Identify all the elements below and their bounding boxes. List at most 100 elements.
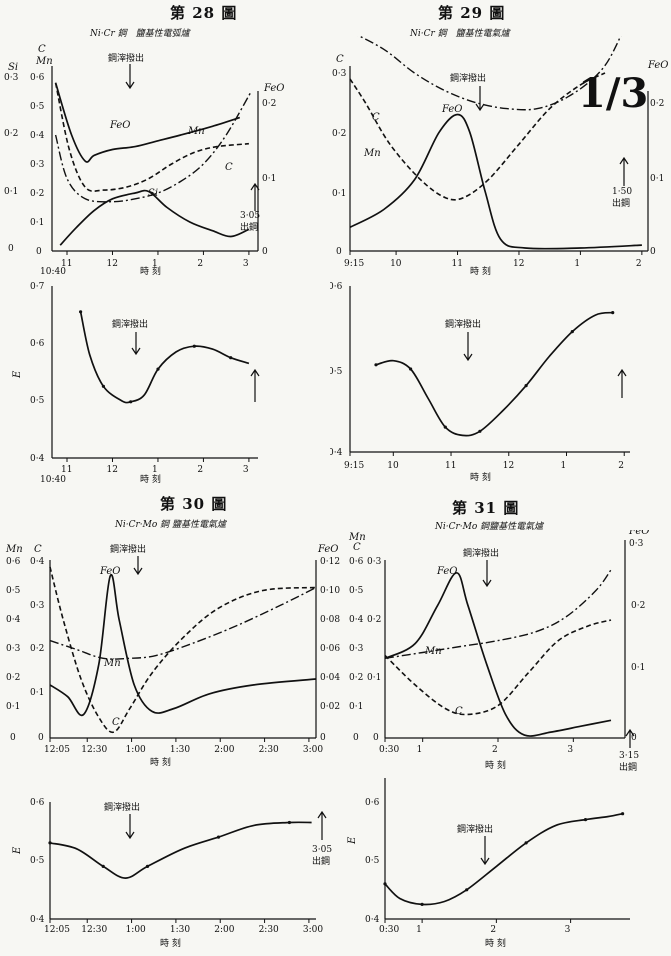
f31-feo-axis: FeO 0·3 0·2 0·1 0 (628, 526, 650, 743)
svg-text:0·4: 0·4 (30, 454, 45, 464)
data-point (420, 902, 424, 906)
svg-text:0·3: 0·3 (6, 644, 21, 654)
series-line-feo (49, 573, 317, 717)
svg-text:0·1: 0·1 (367, 673, 381, 683)
svg-text:0·12: 0·12 (320, 557, 340, 567)
figure-31-bottom-chart: 0·6 0·5 0·4 E 0:30 1 2 3 時 刻 鋼滓撥出 (347, 778, 630, 949)
data-point (383, 882, 387, 886)
x-tick-label: 2 (197, 259, 203, 269)
x-tick-label: 12 (503, 461, 514, 471)
svg-text:0·1: 0·1 (30, 688, 44, 698)
f28-tap-label-2: 出鋼 (240, 221, 258, 233)
f28b-series (79, 310, 250, 404)
f30-label-c: C (112, 717, 120, 728)
svg-text:C: C (34, 544, 42, 555)
series-line-c (349, 72, 606, 201)
f31b-series (383, 812, 625, 906)
svg-text:0·5: 0·5 (30, 396, 45, 406)
data-point (478, 429, 482, 433)
data-point (192, 344, 196, 348)
f29-slag-label: 鋼滓撥出 (450, 72, 486, 84)
svg-text:0·4: 0·4 (330, 448, 343, 458)
data-point (611, 311, 615, 315)
svg-text:0·3: 0·3 (629, 539, 644, 549)
data-point (129, 400, 133, 404)
x-tick-label: 2:30 (259, 925, 279, 935)
f29b-series (374, 311, 615, 437)
svg-text:0·06: 0·06 (320, 644, 340, 654)
f28b-x-start: 10:40 (40, 475, 66, 485)
svg-text:0·6: 0·6 (330, 282, 343, 292)
svg-text:0·6: 0·6 (365, 798, 380, 808)
data-point (409, 367, 413, 371)
f31-series (384, 569, 612, 737)
svg-text:0·10: 0·10 (320, 586, 340, 596)
f30b-xlabel: 時 刻 (160, 937, 181, 949)
figure-28-title: 第 28 圖 (170, 4, 238, 22)
data-point (216, 835, 221, 839)
svg-text:0·5: 0·5 (349, 586, 364, 596)
svg-text:0·4: 0·4 (30, 131, 45, 141)
f30b-tap-label: 3·05 (312, 845, 332, 855)
figure-29-title: 第 29 圖 (438, 4, 506, 22)
x-tick-label: 3 (567, 745, 573, 755)
svg-text:0·6: 0·6 (349, 557, 364, 567)
svg-text:0·2: 0·2 (30, 189, 44, 199)
f31-xlabel: 時 刻 (485, 759, 506, 771)
x-tick-label: 9:15 (344, 461, 364, 471)
figure-31-top-chart: Mn 0·6 0·5 0·4 0·3 0·2 0·1 0 C 0·3 0·2 0·1 0 FeO… (348, 526, 650, 773)
svg-text:0·3: 0·3 (30, 601, 45, 611)
series-line-e (375, 311, 613, 437)
svg-text:0·2: 0·2 (30, 644, 44, 654)
svg-text:0·5: 0·5 (30, 856, 45, 866)
series-line-feo (59, 189, 250, 246)
x-tick-label: 1:30 (170, 925, 190, 935)
x-tick-label: 12:05 (44, 745, 70, 755)
svg-text:0·04: 0·04 (320, 673, 340, 683)
f31-label-mn: Mn (424, 646, 442, 657)
f28b-xlabel: 時 刻 (140, 473, 161, 485)
f30b-slag-label: 鋼滓撥出 (104, 801, 140, 813)
svg-text:0: 0 (631, 733, 637, 743)
f29-label-c: C (372, 112, 380, 123)
x-tick-label: 10 (387, 461, 399, 471)
figure-28-top-chart: Si 0·30·20·10 CMn 0·60·50·4 0·30·20·10 F… (4, 44, 285, 277)
f30b-y-axis: 0·6 0·5 0·4 E (12, 798, 45, 925)
svg-text:0·1: 0·1 (349, 702, 363, 712)
svg-text:0·7: 0·7 (30, 282, 45, 292)
svg-text:0·3: 0·3 (4, 73, 19, 83)
f31-c-axis: C 0·3 0·2 0·1 0 (353, 542, 382, 743)
x-tick-label: 1 (574, 259, 580, 269)
f31-slag-label: 鋼滓撥出 (463, 547, 499, 559)
svg-text:0·1: 0·1 (332, 189, 346, 199)
f29b-xlabel: 時 刻 (470, 471, 491, 483)
svg-text:Mn: Mn (35, 56, 53, 67)
x-tick-label: 2:00 (214, 745, 234, 755)
x-tick-label: 3:00 (303, 745, 323, 755)
svg-text:0·1: 0·1 (6, 702, 20, 712)
figure-30-bottom-chart: 0·6 0·5 0·4 E 12:05 12:30 1:00 1:30 2:00 2:30 3:… (12, 798, 332, 949)
svg-text:C: C (38, 44, 46, 55)
data-point (79, 310, 83, 314)
data-point (156, 367, 160, 371)
svg-text:0: 0 (336, 247, 342, 257)
svg-text:FeO: FeO (317, 544, 339, 555)
f30b-tap-label-2: 出鋼 (312, 855, 330, 867)
svg-text:E: E (347, 836, 358, 845)
data-point (524, 841, 528, 845)
series-line-c (54, 82, 249, 192)
f28-label-feo: FeO (109, 120, 131, 131)
x-tick-label: 0:30 (379, 925, 399, 935)
x-tick-label: 12 (106, 465, 117, 475)
series-line-e (79, 311, 250, 404)
svg-text:0·6: 0·6 (30, 73, 45, 83)
data-point (465, 888, 469, 892)
svg-text:0·2: 0·2 (349, 673, 363, 683)
series-line-e (384, 812, 623, 906)
f30-series (49, 566, 317, 734)
x-tick-label: 2 (197, 465, 203, 475)
series-line-mn (349, 0, 637, 111)
x-tick-label: 11 (445, 461, 456, 471)
x-tick-label: 2 (492, 745, 498, 755)
svg-text:0: 0 (38, 733, 44, 743)
